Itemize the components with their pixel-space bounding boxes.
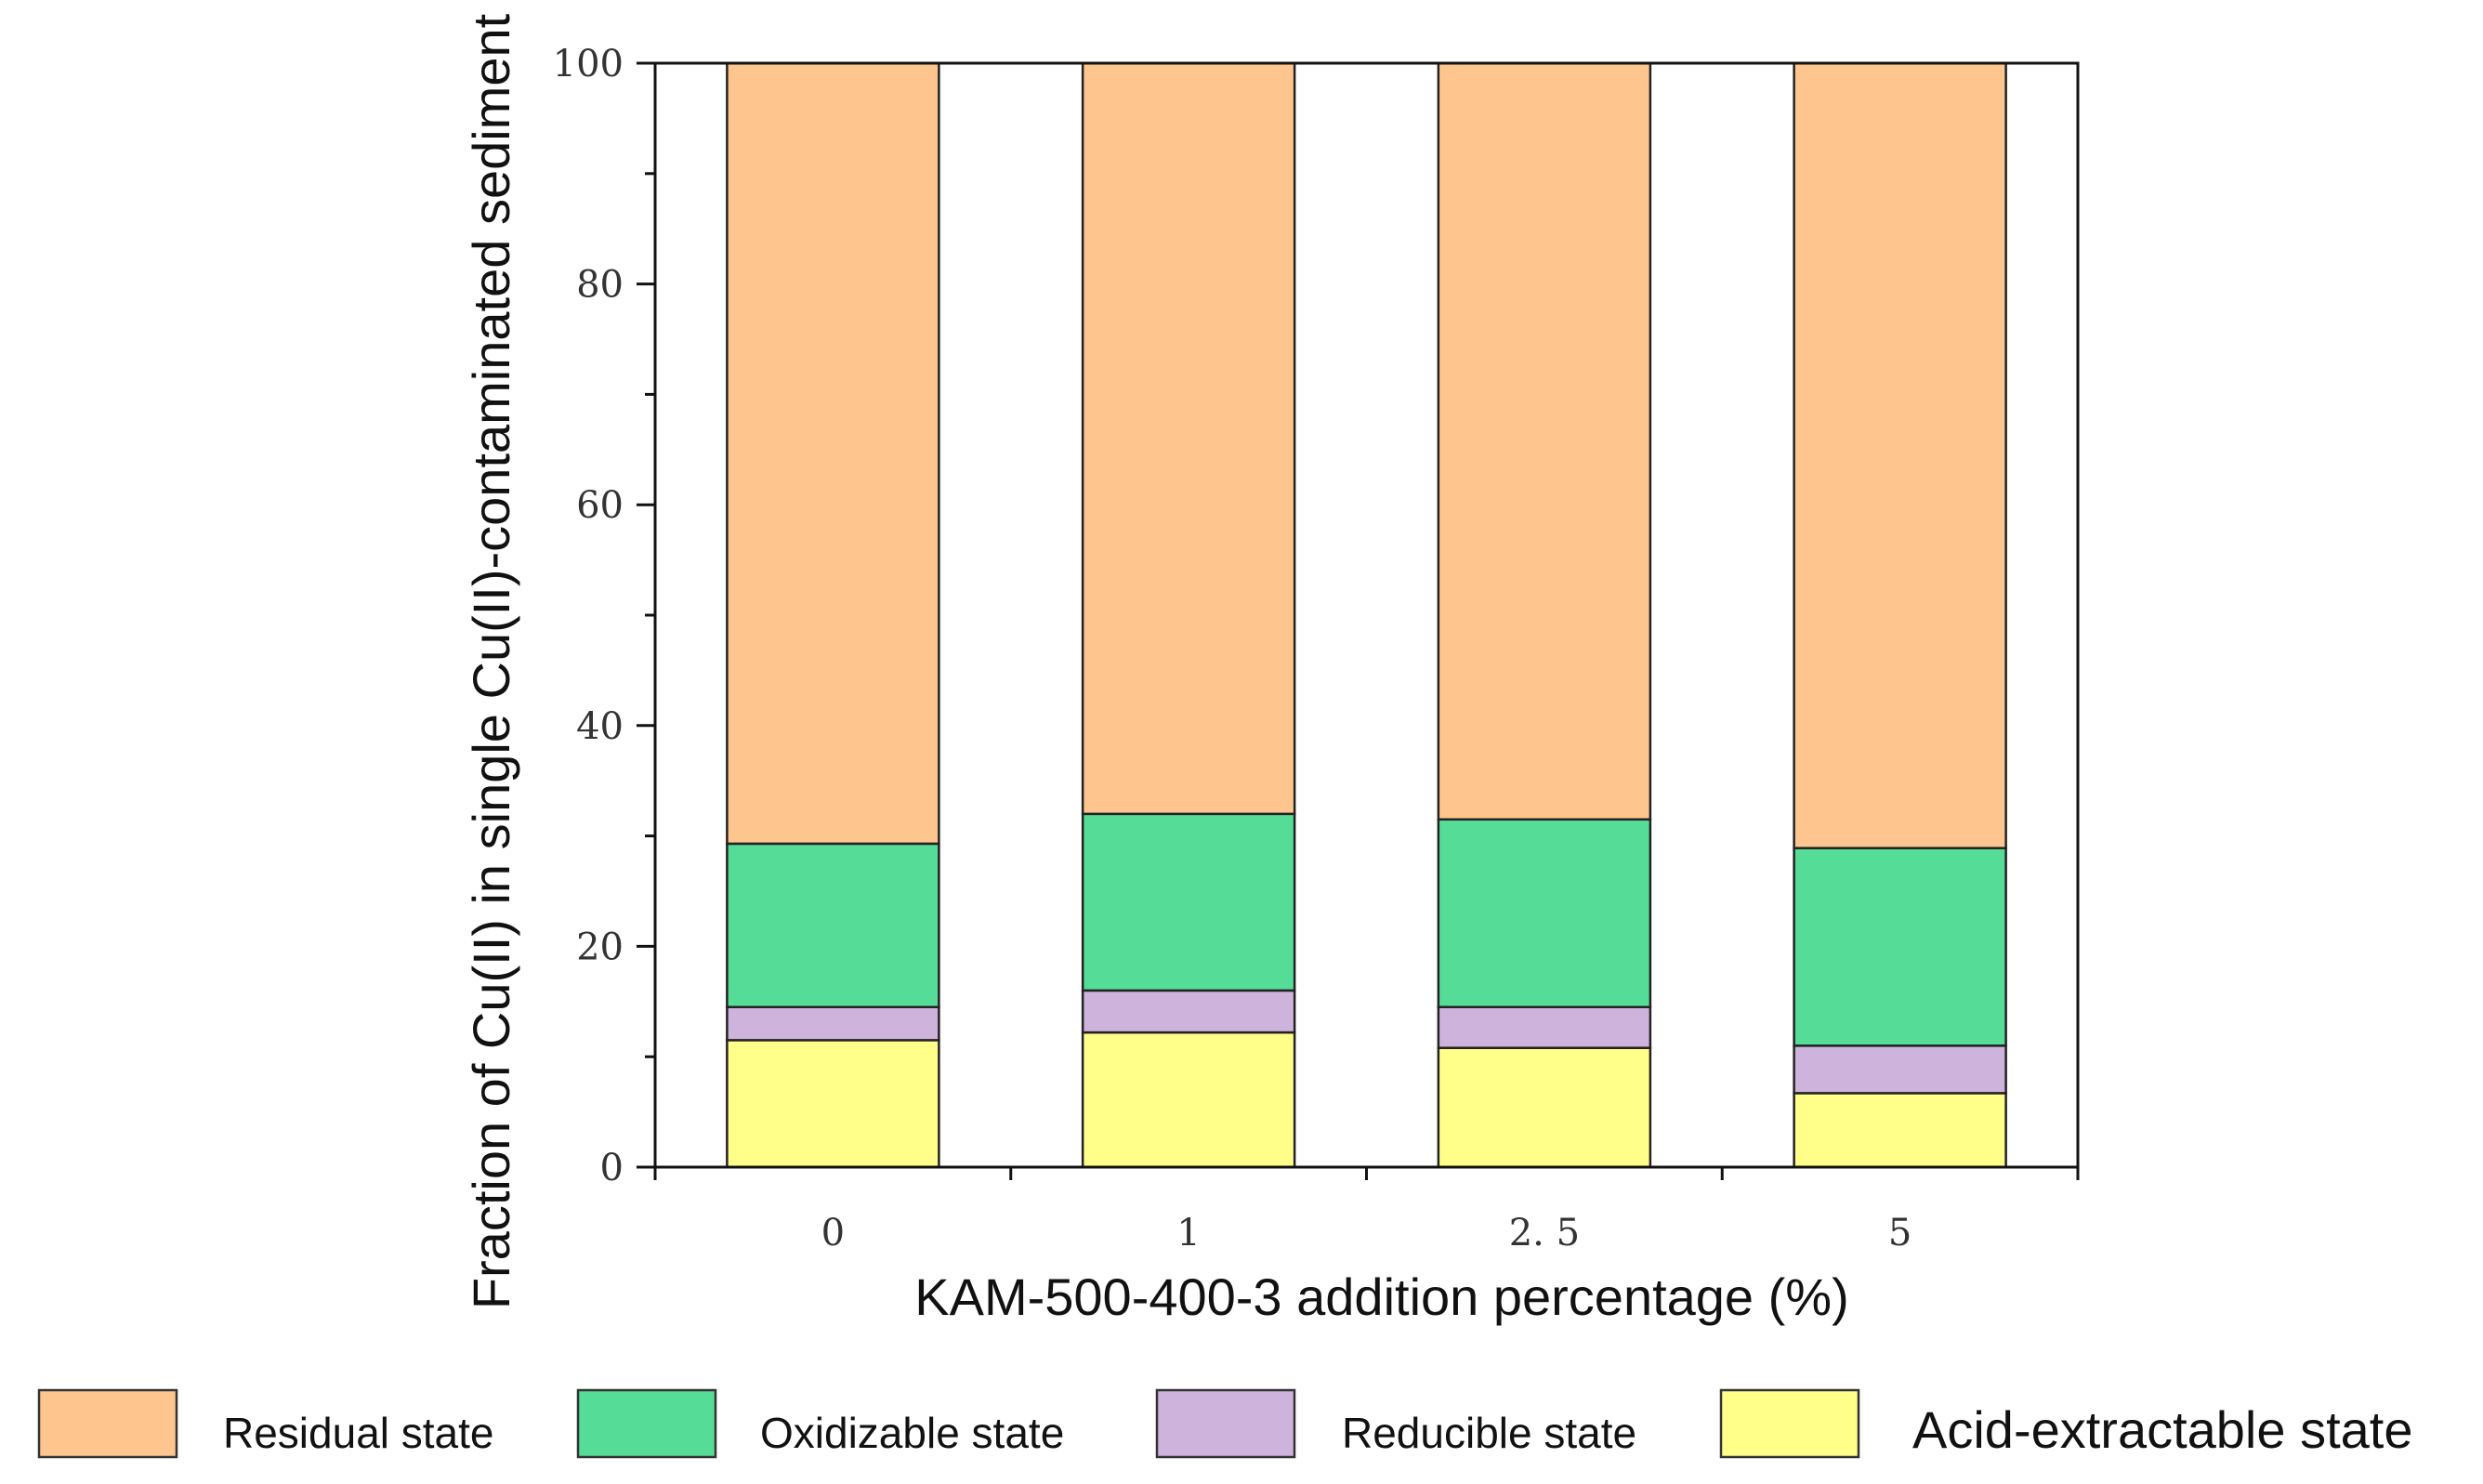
- bar-segment-oxidizable-state-2: [1437, 818, 1652, 1008]
- legend-label-oxidizable-state: Oxidizable state: [760, 1409, 1064, 1457]
- bars-group: [726, 61, 2007, 1169]
- y-tick-label-80: 80: [576, 264, 624, 307]
- legend-swatch-residual-state: [37, 1388, 178, 1459]
- bar-segment-reducible-state-3: [1793, 1044, 2007, 1095]
- bar-segment-acid-extractable-state-2: [1437, 1046, 1652, 1169]
- bar-segment-acid-extractable-state-0: [726, 1039, 940, 1169]
- bar-segment-residual-state-2: [1437, 61, 1652, 821]
- bar-segment-reducible-state-2: [1437, 1005, 1652, 1049]
- axes-group: 0 20 40 60 80 100 0 1 2. 5 5: [553, 43, 2080, 1254]
- bar-segment-residual-state-0: [726, 61, 940, 846]
- bar-segment-residual-state-1: [1081, 61, 1296, 816]
- bar-segment-oxidizable-state-3: [1793, 847, 2007, 1047]
- bar-segment-reducible-state-0: [726, 1005, 940, 1042]
- bar-segment-reducible-state-1: [1081, 989, 1296, 1034]
- bar-segment-acid-extractable-state-1: [1081, 1031, 1296, 1169]
- y-tick-label-20: 20: [576, 926, 624, 968]
- x-tick-label-2: 2. 5: [1509, 1212, 1580, 1254]
- legend-label-reducible-state: Reducible state: [1342, 1409, 1636, 1457]
- x-tick-label-3: 5: [1888, 1212, 1912, 1254]
- bar-segment-residual-state-3: [1793, 61, 2007, 849]
- bar-segment-acid-extractable-state-3: [1793, 1092, 2007, 1169]
- y-tick-label-0: 0: [600, 1147, 624, 1189]
- bar-segment-oxidizable-state-0: [726, 842, 940, 1008]
- legend-swatch-reducible-state: [1155, 1388, 1296, 1459]
- y-tick-label-40: 40: [576, 705, 624, 748]
- x-tick-label-1: 1: [1176, 1212, 1200, 1254]
- y-axis-title: Fraction of Cu(II) in single Cu(II)-cont…: [462, 13, 520, 1309]
- x-tick-label-0: 0: [821, 1212, 845, 1254]
- y-tick-label-60: 60: [576, 484, 624, 527]
- legend-label-acid-extractable-state: Acid-extractable state: [1912, 1400, 2412, 1459]
- legend-swatch-acid-extractable-state: [1719, 1388, 1860, 1459]
- bar-segment-oxidizable-state-1: [1081, 812, 1296, 992]
- legend: Residual state Oxidizable state Reducible …: [37, 1388, 2412, 1459]
- y-tick-label-100: 100: [553, 43, 624, 85]
- legend-swatch-oxidizable-state: [576, 1388, 717, 1459]
- x-axis-title: KAM-500-400-3 addition percentage (%): [914, 1267, 1848, 1326]
- legend-label-residual-state: Residual state: [223, 1409, 494, 1457]
